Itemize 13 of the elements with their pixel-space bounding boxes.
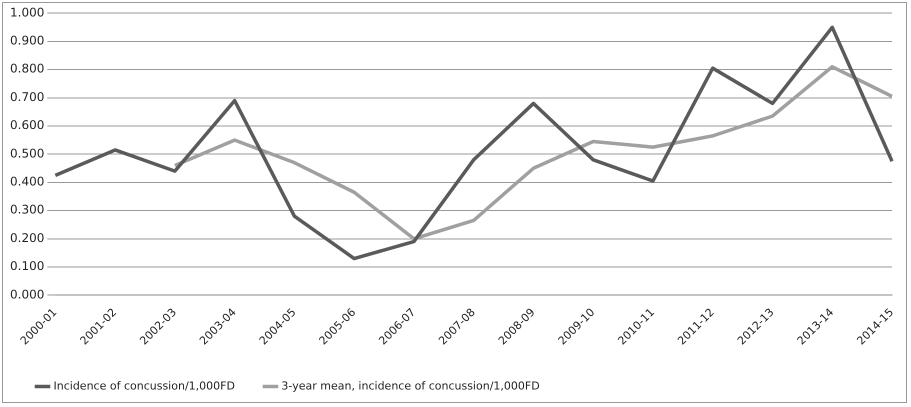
y-tick-label: 0.600: [10, 118, 44, 132]
y-tick-label: 0.100: [10, 259, 44, 274]
y-tick-label: 0.000: [10, 287, 44, 302]
legend-label: Incidence of concussion/1,000FD: [54, 379, 235, 392]
y-tick-label: 0.500: [10, 146, 44, 160]
y-tick-label: 1.000: [10, 5, 44, 20]
legend-label: 3-year mean, incidence of concussion/1,000FD: [281, 379, 540, 392]
y-tick-label: 0.200: [10, 230, 44, 245]
y-tick-label: 0.300: [10, 202, 44, 217]
y-tick-label: 0.400: [10, 174, 44, 189]
y-tick-label: 0.900: [10, 34, 44, 48]
y-tick-label: 0.700: [10, 90, 44, 104]
y-tick-label: 0.800: [10, 62, 44, 76]
